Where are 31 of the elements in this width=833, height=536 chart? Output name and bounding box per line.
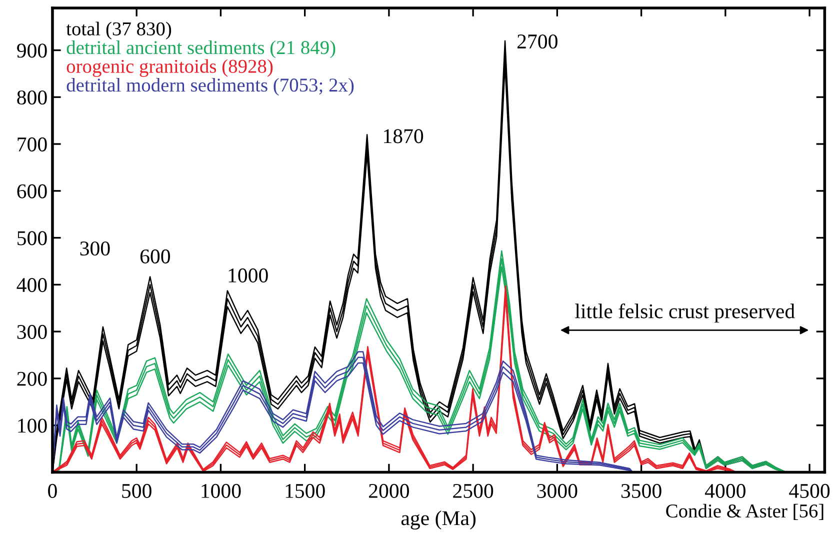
annotation: 300 [80,241,110,256]
y-tick-label: 400 [16,278,47,292]
x-tick-label: 2000 [369,484,409,498]
annotation: little felsic crust preserved [575,303,795,323]
x-tick-label: 4000 [704,484,746,498]
text: orogenic granitoids (8928) [66,59,273,77]
text: Condie & Aster [56] [666,504,824,520]
x-tick-label: 500 [122,484,152,498]
x-axis-title: age (Ma) [401,510,476,530]
y-tick-label: 800 [17,90,47,105]
text: detrital ancient sediments (21 849) [66,40,336,58]
legend-label: total (37 830) [66,22,172,40]
y-tick-label: 100 [18,418,47,433]
x-tick-label: 0 [48,484,57,498]
text: detrital modern sediments (7053; 2x) [66,78,354,96]
y-tick-label: 900 [17,44,47,58]
x-tick-label: 1500 [286,484,325,498]
annotation: 1870 [384,129,424,144]
y-tick-label: 700 [18,137,47,152]
y-tick-label: 600 [17,184,47,198]
annotation: 1000 [228,268,268,282]
x-tick-label: 1000 [202,484,241,498]
annotation: 600 [140,249,170,264]
x-tick-label: 2500 [453,484,494,498]
y-tick-label: 300 [17,324,47,339]
x-tick-label: 3000 [537,484,578,498]
y-tick-label: 200 [17,372,47,386]
annotation: 2700 [517,34,558,49]
x-tick-label: 4500 [789,484,830,498]
x-tick-label: 3500 [621,484,662,498]
y-tick-label: 500 [18,231,47,246]
